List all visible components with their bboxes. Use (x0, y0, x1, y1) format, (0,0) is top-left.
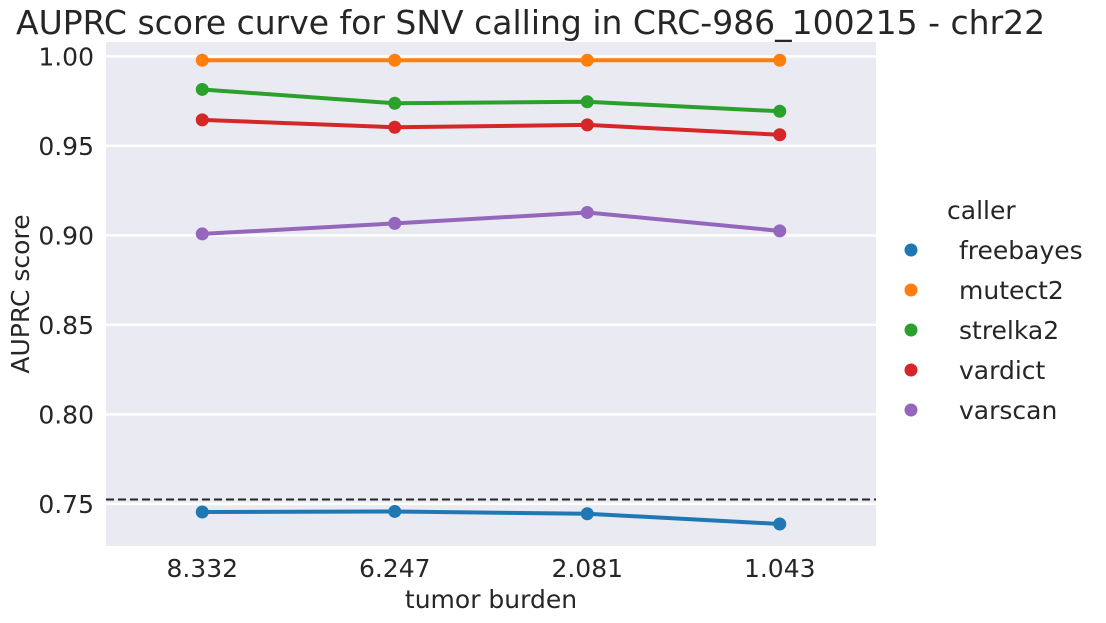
data-point-varscan (580, 205, 594, 219)
data-point-varscan (773, 224, 787, 238)
legend: caller freebayes mutect2 strelka2 vardict va… (904, 196, 1083, 425)
x-tick-labels: 8.332 6.247 2.081 1.043 (166, 554, 815, 583)
x-axis-label: tumor burden (405, 585, 577, 614)
y-tick-label: 0.95 (38, 132, 94, 161)
chart-title: AUPRC score curve for SNV calling in CRC… (16, 3, 1045, 42)
y-tick-label: 0.75 (38, 490, 94, 519)
data-point-strelka2 (388, 96, 402, 110)
legend-marker-vardict (904, 363, 918, 377)
data-point-varscan (388, 216, 402, 230)
series-line-freebayes (202, 509, 780, 526)
data-point-freebayes (195, 505, 209, 519)
legend-label-varscan: varscan (959, 396, 1057, 425)
data-point-strelka2 (773, 104, 787, 118)
y-tick-label: 0.90 (38, 221, 94, 250)
data-point-freebayes (388, 504, 402, 518)
data-point-mutect2 (388, 53, 402, 67)
legend-title: caller (947, 196, 1016, 225)
y-tick-label: 0.85 (38, 311, 94, 340)
legend-label-freebayes: freebayes (959, 236, 1083, 265)
series-line-varscan (202, 210, 780, 236)
data-point-strelka2 (580, 95, 594, 109)
y-axis-label: AUPRC score (6, 214, 35, 373)
data-point-vardict (773, 128, 787, 142)
series-group (195, 53, 787, 531)
x-tick-label: 1.043 (744, 554, 816, 583)
data-point-freebayes (773, 517, 787, 531)
y-tick-label: 1.00 (38, 42, 94, 71)
gridlines (106, 55, 876, 506)
data-point-vardict (195, 113, 209, 127)
legend-label-vardict: vardict (959, 356, 1046, 385)
data-point-mutect2 (195, 53, 209, 67)
y-tick-labels: 0.75 0.80 0.85 0.90 0.95 1.00 (38, 42, 94, 519)
legend-label-mutect2: mutect2 (959, 276, 1064, 305)
data-point-freebayes (580, 507, 594, 521)
data-point-mutect2 (580, 53, 594, 67)
x-tick-label: 6.247 (359, 554, 431, 583)
y-tick-label: 0.80 (38, 400, 94, 429)
legend-marker-freebayes (904, 243, 918, 257)
x-tick-label: 2.081 (551, 554, 623, 583)
legend-marker-strelka2 (904, 323, 918, 337)
series-line-vardict (202, 117, 780, 137)
legend-label-strelka2: strelka2 (959, 316, 1059, 345)
plot-area (106, 42, 876, 546)
legend-marker-mutect2 (904, 283, 918, 297)
series-line-strelka2 (202, 87, 780, 114)
data-point-mutect2 (773, 53, 787, 67)
data-point-varscan (195, 227, 209, 241)
x-tick-label: 8.332 (166, 554, 238, 583)
data-point-vardict (388, 120, 402, 134)
data-point-vardict (580, 118, 594, 132)
data-point-strelka2 (195, 82, 209, 96)
legend-marker-varscan (904, 403, 918, 417)
